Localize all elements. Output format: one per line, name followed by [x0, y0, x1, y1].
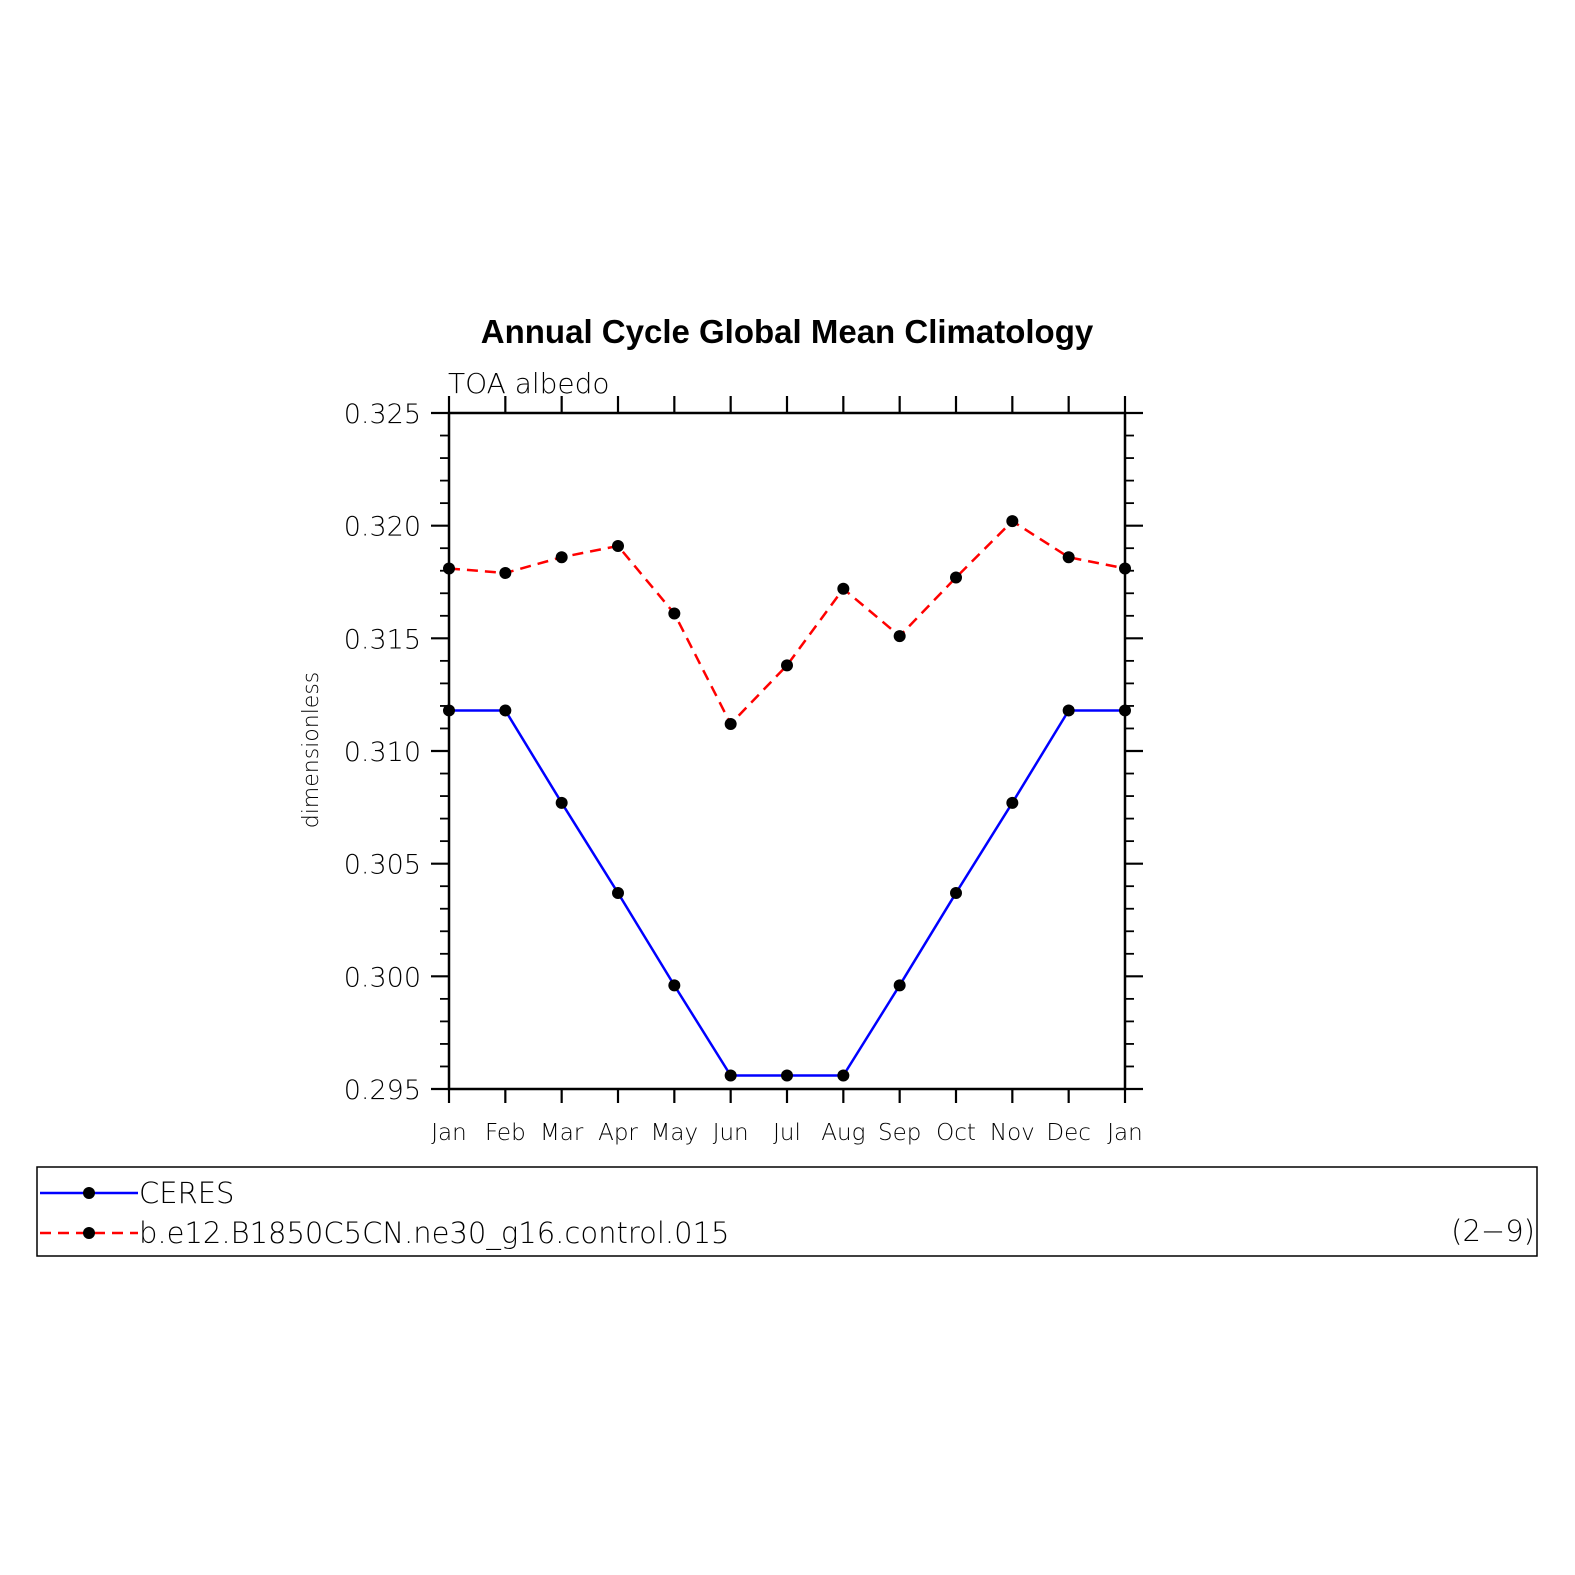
- legend-label: b.e12.B1850C5CN.ne30_g16.control.015: [139, 1216, 729, 1251]
- series-line: [449, 709, 1125, 1077]
- series-layer: [443, 515, 1131, 1082]
- data-point: [950, 571, 962, 584]
- data-point: [781, 659, 793, 672]
- data-point: [555, 796, 568, 809]
- plot-frame: [447, 411, 1127, 1091]
- y-axis-label: dimensionless: [299, 672, 324, 829]
- x-tick-label: Mar: [540, 1120, 584, 1146]
- x-tick-label: Dec: [1046, 1120, 1091, 1146]
- data-point: [612, 886, 624, 899]
- y-tick-label: 0.295: [344, 1075, 421, 1106]
- legend-label: CERES: [139, 1176, 234, 1210]
- x-tick-label: Feb: [485, 1120, 526, 1146]
- legend: CERES b.e12.B1850C5CN.ne30_g16.control.01…: [36, 1166, 1538, 1257]
- data-point: [781, 1069, 793, 1082]
- y-tick-label: 0.325: [344, 399, 421, 430]
- y-tick-label: 0.300: [344, 962, 421, 993]
- x-tick-label: May: [651, 1120, 699, 1146]
- data-point: [724, 1069, 737, 1082]
- data-point: [1062, 704, 1075, 717]
- data-point: [837, 582, 850, 595]
- panel-annotation: (2−9): [1451, 1214, 1535, 1248]
- data-point: [668, 979, 681, 992]
- data-point: [1006, 515, 1019, 528]
- data-point: [950, 886, 962, 899]
- axis-ticks: [431, 396, 1143, 1103]
- x-tick-label: Jul: [773, 1120, 801, 1146]
- legend-entries: CERES b.e12.B1850C5CN.ne30_g16.control.01…: [40, 1176, 729, 1251]
- x-tick-label: Nov: [990, 1120, 1035, 1146]
- chart-title: Annual Cycle Global Mean Climatology: [481, 313, 1094, 350]
- data-point: [668, 607, 681, 620]
- data-point: [724, 717, 737, 730]
- data-point: [1006, 796, 1019, 809]
- data-point: [612, 539, 624, 552]
- y-tick-label: 0.305: [344, 850, 421, 881]
- data-point: [893, 630, 906, 643]
- data-point: [893, 979, 906, 992]
- x-tick-label: Oct: [936, 1120, 976, 1146]
- legend-marker: [83, 1187, 95, 1199]
- data-point: [499, 704, 512, 717]
- x-tick-label: Sep: [878, 1120, 921, 1146]
- data-point: [499, 566, 512, 579]
- x-tick-label: Aug: [821, 1120, 865, 1146]
- chart-subtitle: TOA albedo: [448, 367, 610, 400]
- y-tick-label: 0.310: [344, 737, 421, 768]
- series-line: [448, 519, 1126, 727]
- x-tick-label: Jan: [431, 1120, 466, 1146]
- tick-labels: 0.295 0.300 0.305 0.310 0.315 0.320 0.325 Jan Fe…: [344, 399, 1143, 1146]
- x-tick-label: Apr: [598, 1120, 638, 1146]
- legend-box: [36, 1166, 1538, 1257]
- x-tick-label: Jan: [1107, 1120, 1142, 1146]
- y-tick-label: 0.315: [344, 624, 421, 655]
- y-tick-label: 0.320: [344, 512, 421, 543]
- data-point: [837, 1069, 850, 1082]
- data-point: [555, 551, 568, 564]
- x-tick-label: Jun: [713, 1120, 749, 1146]
- legend-marker: [83, 1227, 95, 1239]
- data-point: [1062, 551, 1075, 564]
